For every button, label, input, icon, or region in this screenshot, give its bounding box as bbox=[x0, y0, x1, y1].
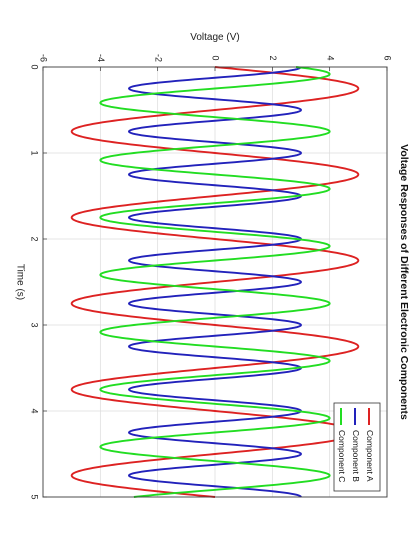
plot-area bbox=[42, 66, 388, 498]
time-tick-label: 0 bbox=[30, 64, 40, 69]
voltage-tick-label: 0 bbox=[211, 55, 221, 60]
time-tick-label: 3 bbox=[30, 322, 40, 327]
time-tick-label: 2 bbox=[30, 236, 40, 241]
voltage-tick-label: 6 bbox=[383, 55, 393, 60]
series-line-3 bbox=[99, 66, 331, 498]
legend: Component A Component B Component C bbox=[333, 402, 381, 492]
time-tick-label: 4 bbox=[30, 408, 40, 413]
series-line-2 bbox=[127, 66, 303, 498]
legend-label-1: Component A bbox=[365, 430, 375, 482]
y-tick-labels: -6 -4 -2 0 2 4 6 bbox=[39, 54, 393, 71]
voltage-tick-label: 2 bbox=[268, 55, 278, 60]
chart-title: Voltage Responses of Different Electroni… bbox=[398, 144, 410, 420]
legend-label-3: Component C bbox=[337, 430, 347, 482]
voltage-tick-label: 4 bbox=[325, 55, 335, 60]
voltage-tick-label: -2 bbox=[153, 54, 163, 62]
y-axis-label: Voltage (V) bbox=[190, 32, 239, 43]
x-axis-label: Time (s) bbox=[14, 264, 25, 300]
time-tick-label: 5 bbox=[30, 494, 40, 499]
voltage-tick-label: -6 bbox=[39, 54, 49, 62]
legend-label-2: Component B bbox=[351, 430, 361, 482]
time-tick-label: 1 bbox=[30, 150, 40, 155]
voltage-tick-label: -4 bbox=[96, 54, 106, 62]
x-tick-labels: 0 1 2 3 4 5 bbox=[30, 64, 47, 500]
